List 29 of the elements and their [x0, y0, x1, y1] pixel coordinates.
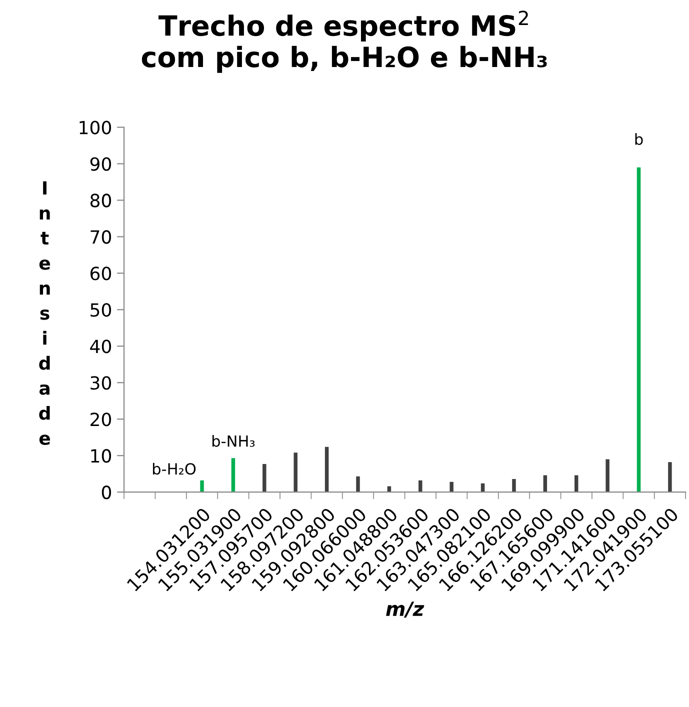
y-tick-label: 100	[80, 120, 112, 134]
chart-title: Trecho de espectro MS$^{2}$ com pico b, b-H₂O e b-NH₃	[142, 10, 547, 73]
y-tick-label: 70	[90, 230, 112, 244]
bar	[512, 478, 516, 492]
annotation: b	[635, 133, 643, 145]
y-tick-label: 50	[90, 303, 112, 317]
text: Intensidade	[39, 181, 50, 445]
x-axis-title: m/z	[386, 602, 424, 618]
bar	[324, 446, 329, 492]
y-tick-label: 90	[90, 157, 112, 171]
bar	[668, 462, 672, 492]
bar	[606, 459, 610, 492]
bar	[356, 476, 360, 492]
y-tick-label: 10	[91, 449, 112, 463]
y-tick-label: 20	[90, 412, 112, 426]
bar	[200, 480, 204, 492]
annotation: b-H₂O	[152, 462, 196, 475]
annotation: b-NH₃	[212, 435, 255, 447]
bar	[262, 464, 266, 492]
bar	[231, 458, 236, 492]
y-tick-label: 0	[102, 486, 112, 500]
bar	[294, 452, 298, 492]
y-tick-label: 60	[90, 266, 112, 280]
y-tick-label: 40	[90, 340, 112, 354]
y-tick-label: 80	[90, 194, 112, 208]
bar	[636, 167, 641, 492]
y-tick-label: 30	[90, 376, 112, 390]
bar	[450, 482, 454, 492]
bar	[418, 480, 422, 492]
